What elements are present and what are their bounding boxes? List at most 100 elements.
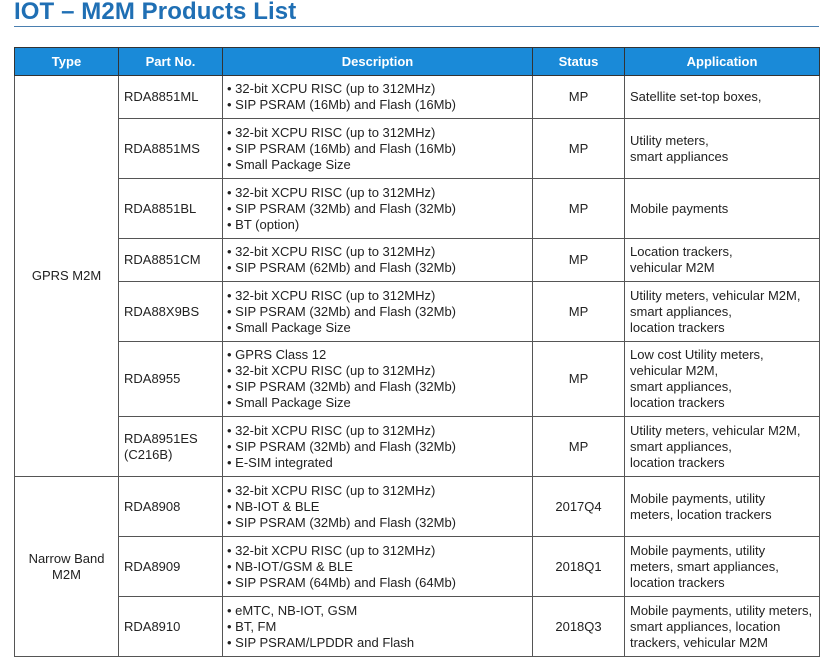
part-no-cell: RDA8851ML: [118, 75, 223, 119]
description-cell-line: • 32-bit XCPU RISC (up to 312MHz): [227, 542, 436, 558]
description-cell-line: • 32-bit XCPU RISC (up to 312MHz): [227, 244, 436, 259]
description-cell-line: • 32-bit XCPU RISC (up to 312MHz): [227, 363, 436, 378]
part-no-cell: RDA8851BL: [118, 178, 223, 239]
type-cell: Narrow Band M2M: [14, 476, 119, 657]
description-cell-line: • BT (option): [227, 216, 300, 232]
part-no-cell-line: RDA8908: [124, 498, 181, 514]
part-no-cell: RDA8955: [118, 341, 223, 417]
application-cell-line: Mobile payments, utility: [630, 542, 766, 558]
description-cell-line: • SIP PSRAM/LPDDR and Flash: [227, 634, 415, 650]
part-no-cell: RDA8909: [118, 536, 223, 597]
description-cell-line: • SIP PSRAM (62Mb) and Flash (32Mb): [227, 260, 457, 275]
application-cell-line: Mobile payments, utility meters,: [630, 602, 813, 618]
part-no-cell-line: RDA8951ES: [124, 430, 198, 446]
application-cell-line: location trackers: [630, 454, 725, 470]
application-cell-line: location trackers: [630, 574, 725, 590]
description-cell-line: • GPRS Class 12: [227, 347, 327, 362]
header-type: Type: [14, 47, 119, 76]
part-no-cell-line: RDA8851BL: [124, 200, 197, 216]
part-no-cell: RDA8908: [118, 476, 223, 537]
application-cell-line: trackers, vehicular M2M: [630, 634, 768, 650]
description-cell-line: • 32-bit XCPU RISC (up to 312MHz): [227, 287, 436, 303]
table-header-row: Type Part No. Description Status Applica…: [14, 47, 820, 76]
description-cell-line: • SIP PSRAM (32Mb) and Flash (32Mb): [227, 514, 457, 530]
part-no-cell: RDA8951ES (C216B): [118, 416, 223, 477]
description-cell: • 32-bit XCPU RISC (up to 312MHz) • NB-IO…: [222, 476, 533, 537]
description-cell-line: • Small Package Size: [227, 319, 351, 335]
description-cell: • 32-bit XCPU RISC (up to 312MHz) • SIP P…: [222, 178, 533, 239]
application-cell-line: Satellite set-top boxes,: [630, 89, 762, 104]
table-row: GPRS M2M RDA8851ML • 32-bit XCPU RISC (up …: [14, 75, 820, 477]
application-cell-line: location trackers: [630, 319, 725, 335]
type-label: GPRS M2M: [31, 268, 102, 283]
description-cell-line: • 32-bit XCPU RISC (up to 312MHz): [227, 124, 436, 140]
application-cell-line: Utility meters,: [630, 132, 709, 148]
status-cell: MP: [532, 281, 625, 342]
table-row: RDA8955 • GPRS Class 12 • 32-bit XCPU RISC…: [15, 341, 820, 417]
header-part-no: Part No.: [118, 47, 223, 76]
description-cell-line: • SIP PSRAM (16Mb) and Flash (16Mb): [227, 97, 457, 112]
application-cell-line: Utility meters, vehicular M2M,: [630, 287, 801, 303]
application-cell-line: meters, smart appliances,: [630, 558, 779, 574]
header-status: Status: [532, 47, 625, 76]
part-no-cell: RDA88X9BS: [118, 281, 223, 342]
description-cell: • eMTC, NB-IOT, GSM • BT, FM • SIP PSRAM/L…: [222, 596, 533, 657]
table-row: RDA8910 • eMTC, NB-IOT, GSM • BT, FM • SIP …: [15, 596, 820, 657]
description-cell-line: • SIP PSRAM (32Mb) and Flash (32Mb): [227, 303, 457, 319]
application-cell: Mobile payments, utility meters, smart ap…: [624, 596, 820, 657]
status-cell: MP: [532, 75, 625, 119]
description-cell: • 32-bit XCPU RISC (up to 312MHz) • NB-IO…: [222, 536, 533, 597]
table-row: RDA88X9BS • 32-bit XCPU RISC (up to 312MH…: [15, 281, 820, 342]
status-cell: 2017Q4: [532, 476, 625, 537]
application-cell: Satellite set-top boxes,: [624, 75, 820, 119]
part-no-cell-line: RDA8910: [124, 618, 181, 634]
part-no-cell-line: RDA8851ML: [124, 89, 199, 104]
application-cell-line: vehicular M2M,: [630, 363, 719, 378]
application-cell-line: Utility meters, vehicular M2M,: [630, 422, 801, 438]
application-cell: Low cost Utility meters, vehicular M2M, sm…: [624, 341, 820, 417]
application-cell-line: Low cost Utility meters,: [630, 347, 764, 362]
description-cell-line: • SIP PSRAM (64Mb) and Flash (64Mb): [227, 574, 457, 590]
description-cell: • 32-bit XCPU RISC (up to 312MHz) • SIP P…: [222, 281, 533, 342]
application-cell-line: location trackers: [630, 395, 725, 410]
description-cell: • 32-bit XCPU RISC (up to 312MHz) • SIP P…: [222, 416, 533, 477]
description-cell-line: • 32-bit XCPU RISC (up to 312MHz): [227, 184, 436, 200]
description-cell: • 32-bit XCPU RISC (up to 312MHz) • SIP P…: [222, 238, 533, 282]
status-cell: MP: [532, 118, 625, 179]
description-cell: • 32-bit XCPU RISC (up to 312MHz) • SIP P…: [222, 75, 533, 119]
application-cell: Mobile payments, utility meters, location…: [624, 476, 820, 537]
description-cell-line: • BT, FM: [227, 618, 277, 634]
description-cell-line: • SIP PSRAM (32Mb) and Flash (32Mb): [227, 200, 457, 216]
application-cell-line: smart appliances: [630, 148, 729, 164]
table-row: RDA8851CM • 32-bit XCPU RISC (up to 312MH…: [15, 238, 820, 282]
description-cell-line: • 32-bit XCPU RISC (up to 312MHz): [227, 81, 436, 96]
header-application: Application: [624, 47, 820, 76]
products-table: Type Part No. Description Status Applica…: [14, 47, 820, 657]
description-cell: • GPRS Class 12 • 32-bit XCPU RISC (up to…: [222, 341, 533, 417]
status-cell: 2018Q1: [532, 536, 625, 597]
part-no-cell-line: RDA8851CM: [124, 252, 201, 267]
description-cell-line: • SIP PSRAM (16Mb) and Flash (16Mb): [227, 140, 457, 156]
status-cell: MP: [532, 341, 625, 417]
description-cell-line: • SIP PSRAM (32Mb) and Flash (32Mb): [227, 438, 457, 454]
application-cell: Utility meters, vehicular M2M, smart appl…: [624, 281, 820, 342]
application-cell-line: Mobile payments: [630, 200, 729, 216]
description-cell-line: • Small Package Size: [227, 156, 351, 172]
part-no-cell-line: RDA8851MS: [124, 140, 200, 156]
application-cell-line: Location trackers,: [630, 244, 733, 259]
header-description: Description: [222, 47, 533, 76]
application-cell-line: meters, location trackers: [630, 506, 772, 522]
table-row: RDA8951ES (C216B) • 32-bit XCPU RISC (up t…: [15, 416, 820, 477]
part-no-cell-line: RDA8955: [124, 371, 181, 386]
status-cell: 2018Q3: [532, 596, 625, 657]
description-cell-line: • E-SIM integrated: [227, 454, 333, 470]
description-cell: • 32-bit XCPU RISC (up to 312MHz) • SIP P…: [222, 118, 533, 179]
status-cell: MP: [532, 238, 625, 282]
application-cell: Location trackers, vehicular M2M: [624, 238, 820, 282]
description-cell-line: • 32-bit XCPU RISC (up to 312MHz): [227, 422, 436, 438]
type-cell: GPRS M2M: [14, 75, 119, 477]
application-cell: Utility meters, smart appliances: [624, 118, 820, 179]
description-cell-line: • NB-IOT/GSM & BLE: [227, 558, 353, 574]
description-cell-line: • SIP PSRAM (32Mb) and Flash (32Mb): [227, 379, 457, 394]
description-cell-line: • NB-IOT & BLE: [227, 498, 320, 514]
